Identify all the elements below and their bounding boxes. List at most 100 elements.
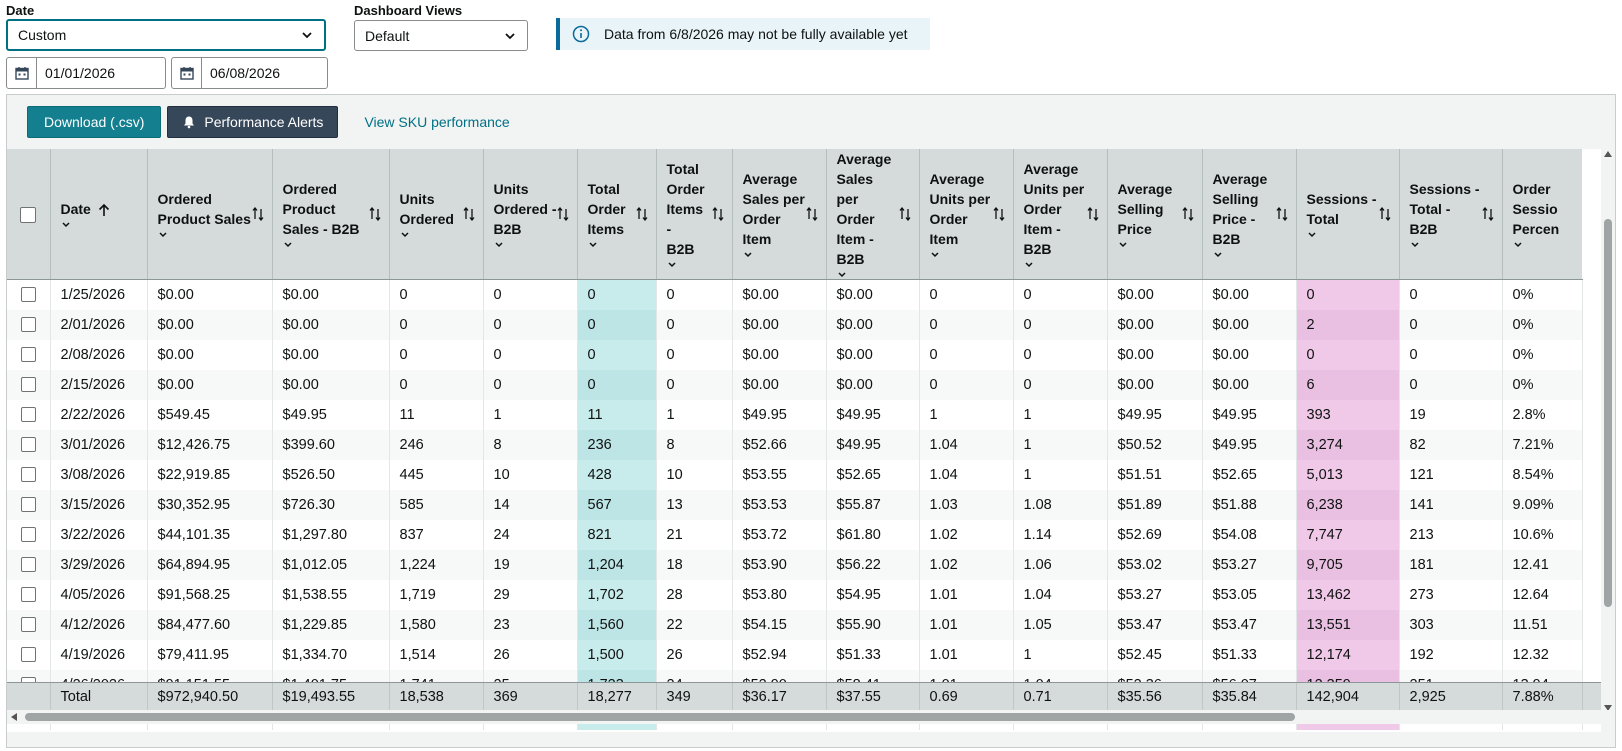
sort-icon[interactable] [1481,207,1494,221]
table-row[interactable]: 3/08/2026 $22,919.85 $526.50 445 10 428 10 $53.… [7,459,1583,490]
column-menu-chevron-icon[interactable] [837,271,847,279]
row-checkbox[interactable] [20,587,36,603]
column-header[interactable]: Average Units per Order Item - B2B [1013,149,1108,280]
calendar-icon[interactable] [172,58,202,88]
horizontal-scrollbar[interactable] [7,710,1615,724]
column-menu-chevron-icon[interactable] [1213,251,1223,259]
vertical-scroll-thumb[interactable] [1604,219,1612,607]
table-row[interactable]: 2/01/2026 $0.00 $0.00 0 0 0 0 $0.00 $0.00 0 0 $0.00… [7,309,1583,340]
table-row[interactable]: 4/19/2026 $79,411.95 $1,334.70 1,514 26 1,500… [7,639,1583,670]
row-checkbox[interactable] [20,287,36,303]
table-cell: 821 [577,519,657,550]
column-menu-chevron-icon[interactable] [1513,241,1523,249]
column-menu-chevron-icon[interactable] [158,231,168,239]
table-cell: 12.32 [1502,639,1583,670]
table-row[interactable]: 4/12/2026 $84,477.60 $1,229.85 1,580 23 1,560… [7,609,1583,640]
scroll-down-icon[interactable] [1604,705,1612,711]
view-sku-performance-link[interactable]: View SKU performance [364,114,510,130]
column-menu-chevron-icon[interactable] [667,261,677,269]
dashboard-views-select[interactable]: Default [354,20,528,51]
table-row[interactable]: 4/05/2026 $91,568.25 $1,538.55 1,719 29 1,702… [7,579,1583,610]
sort-icon[interactable] [1378,207,1391,221]
row-checkbox[interactable] [20,467,36,483]
table-row[interactable]: 1/25/2026 $0.00 $0.00 0 0 0 0 $0.00 $0.00 0 0 $0.00… [7,279,1583,310]
row-checkbox[interactable] [20,617,36,633]
table-row[interactable]: 3/01/2026 $12,426.75 $399.60 246 8 236 8 $52.66… [7,429,1583,460]
column-header[interactable]: Average Sales per Order Item - B2B [826,149,920,280]
table-row[interactable]: 3/22/2026 $44,101.35 $1,297.80 837 24 821 21 $5… [7,519,1583,550]
start-date-input[interactable]: 01/01/2026 [6,57,166,89]
sort-icon[interactable] [992,207,1005,221]
row-checkbox[interactable] [20,377,36,393]
row-checkbox[interactable] [20,557,36,573]
vertical-scrollbar[interactable] [1601,149,1615,713]
end-date-input[interactable]: 06/08/2026 [171,57,328,89]
column-header[interactable]: Sessions - Total - B2B [1399,149,1503,280]
column-menu-chevron-icon[interactable] [400,231,410,239]
table-cell: $49.95 [272,399,390,430]
column-header-label: Average Sales per Order Item - B2B [836,151,892,267]
calendar-icon[interactable] [7,58,37,88]
sort-icon[interactable] [1086,207,1099,221]
column-menu-chevron-icon[interactable] [494,241,504,249]
sort-icon[interactable] [556,207,569,221]
table-cell: $0.00 [272,369,390,400]
sort-icon[interactable] [1275,207,1288,221]
column-header[interactable]: Units Ordered - B2B [483,149,578,280]
column-menu-chevron-icon[interactable] [588,241,598,249]
table-row[interactable]: 2/22/2026 $549.45 $49.95 11 1 11 1 $49.95 $49.95… [7,399,1583,430]
table-row[interactable]: 2/08/2026 $0.00 $0.00 0 0 0 0 $0.00 $0.00 0 0 $0.00… [7,339,1583,370]
column-header[interactable]: Average Selling Price - B2B [1202,149,1297,280]
row-checkbox[interactable] [20,407,36,423]
sort-icon[interactable] [251,207,264,221]
column-header[interactable]: Total Order Items - B2B [656,149,733,280]
row-checkbox[interactable] [20,317,36,333]
table-cell: 0 [1399,279,1503,310]
column-menu-chevron-icon[interactable] [1118,241,1128,249]
column-header[interactable]: Average Selling Price [1107,149,1203,280]
column-menu-chevron-icon[interactable] [1307,231,1317,239]
sort-icon[interactable] [898,207,911,221]
scroll-left-icon[interactable] [11,713,17,721]
column-header[interactable]: Date [50,149,148,280]
table-row[interactable]: 2/15/2026 $0.00 $0.00 0 0 0 0 $0.00 $0.00 0 0 $0.00… [7,369,1583,400]
sort-icon[interactable] [711,207,724,221]
performance-alerts-button[interactable]: Performance Alerts [167,106,339,138]
row-checkbox[interactable] [20,647,36,663]
column-header[interactable]: Total Order Items [577,149,657,280]
column-header[interactable]: Units Ordered [389,149,484,280]
column-header[interactable]: Ordered Product Sales - B2B [272,149,390,280]
row-checkbox[interactable] [20,347,36,363]
sort-icon[interactable] [805,207,818,221]
column-header[interactable]: Ordered Product Sales [147,149,273,280]
column-header[interactable]: Order Sessio Percen [1502,149,1582,280]
row-checkbox[interactable] [20,527,36,543]
column-menu-chevron-icon[interactable] [743,251,753,259]
column-menu-chevron-icon[interactable] [61,221,71,229]
scroll-up-icon[interactable] [1604,151,1612,157]
select-all-checkbox[interactable] [20,207,37,224]
horizontal-scroll-thumb[interactable] [25,713,1295,721]
date-range-select[interactable]: Custom [6,19,326,51]
sort-icon[interactable] [1181,207,1194,221]
table-row[interactable]: 3/15/2026 $30,352.95 $726.30 585 14 567 13 $53.… [7,489,1583,520]
sort-icon[interactable] [462,207,475,221]
column-header[interactable]: Average Sales per Order Item [732,149,827,280]
download-csv-button[interactable]: Download (.csv) [27,106,162,138]
table-cell: 13,462 [1296,579,1400,610]
column-menu-chevron-icon[interactable] [930,251,940,259]
column-header[interactable]: Sessions - Total [1296,149,1400,280]
table-row[interactable]: 3/29/2026 $64,894.95 $1,012.05 1,224 19 1,204… [7,549,1583,580]
column-menu-chevron-icon[interactable] [1024,261,1034,269]
row-checkbox[interactable] [20,497,36,513]
totals-cell: $35.84 [1202,683,1297,710]
column-menu-chevron-icon[interactable] [1410,241,1420,249]
column-menu-chevron-icon[interactable] [283,241,293,249]
column-header[interactable]: Average Units per Order Item [919,149,1014,280]
sort-icon[interactable] [368,207,381,221]
sort-ascending-icon[interactable] [97,203,111,217]
sort-icon[interactable] [635,207,648,221]
chevron-down-icon [505,32,515,39]
row-checkbox[interactable] [20,437,36,453]
table-cell: $51.33 [1202,639,1297,670]
